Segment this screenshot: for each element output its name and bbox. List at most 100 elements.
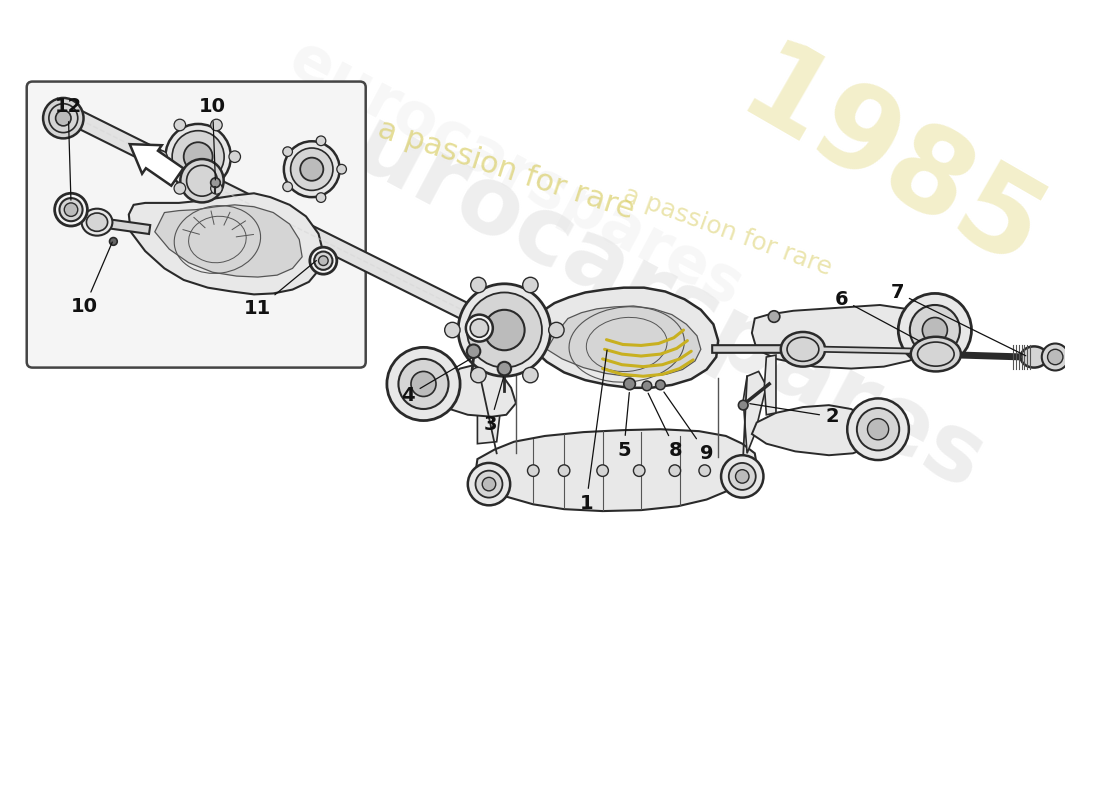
Circle shape (471, 367, 486, 382)
Circle shape (857, 408, 899, 450)
Circle shape (211, 182, 222, 194)
Ellipse shape (81, 209, 112, 236)
Text: 2: 2 (750, 404, 838, 426)
Ellipse shape (43, 98, 84, 138)
Polygon shape (752, 405, 877, 455)
Circle shape (642, 381, 651, 390)
Ellipse shape (56, 110, 72, 126)
Ellipse shape (315, 251, 332, 270)
Text: a passion for rare: a passion for rare (374, 114, 638, 225)
Ellipse shape (466, 293, 542, 367)
Circle shape (698, 465, 711, 477)
Polygon shape (155, 205, 302, 277)
Text: 1: 1 (580, 350, 607, 513)
Ellipse shape (184, 142, 212, 171)
Circle shape (337, 164, 346, 174)
Circle shape (411, 371, 436, 397)
Circle shape (283, 182, 293, 191)
Circle shape (738, 400, 748, 410)
Circle shape (522, 278, 538, 293)
Polygon shape (744, 371, 767, 454)
Circle shape (444, 322, 460, 338)
Text: eurocarspares: eurocarspares (279, 29, 754, 319)
Circle shape (482, 478, 496, 491)
Circle shape (174, 182, 186, 194)
Polygon shape (534, 288, 718, 388)
Circle shape (1047, 350, 1063, 365)
Ellipse shape (781, 332, 825, 366)
Polygon shape (764, 355, 776, 414)
Circle shape (868, 418, 889, 440)
Circle shape (283, 147, 293, 157)
Circle shape (316, 136, 326, 146)
Text: eurocarspares: eurocarspares (283, 70, 1000, 510)
Polygon shape (475, 430, 757, 511)
Ellipse shape (319, 256, 328, 266)
Circle shape (847, 398, 909, 460)
Circle shape (669, 465, 681, 477)
Circle shape (656, 380, 666, 390)
Circle shape (768, 310, 780, 322)
Circle shape (910, 305, 960, 355)
Polygon shape (752, 305, 939, 369)
Circle shape (559, 465, 570, 477)
Circle shape (110, 238, 118, 246)
Circle shape (522, 367, 538, 382)
Circle shape (549, 322, 564, 338)
Polygon shape (129, 194, 323, 294)
Text: 7: 7 (891, 283, 1026, 356)
Circle shape (468, 463, 510, 506)
Text: 4: 4 (402, 358, 471, 405)
Circle shape (624, 378, 636, 390)
Circle shape (899, 294, 971, 366)
Circle shape (211, 178, 220, 187)
Circle shape (475, 470, 503, 498)
Polygon shape (477, 362, 505, 444)
Circle shape (634, 465, 645, 477)
Ellipse shape (911, 337, 961, 371)
FancyArrow shape (130, 144, 184, 186)
Circle shape (229, 151, 241, 162)
Circle shape (316, 193, 326, 202)
Circle shape (1042, 343, 1069, 370)
Ellipse shape (172, 130, 224, 182)
Circle shape (387, 347, 460, 421)
FancyBboxPatch shape (26, 82, 365, 367)
Circle shape (528, 465, 539, 477)
Circle shape (497, 362, 512, 375)
Text: 9: 9 (664, 392, 714, 463)
Text: 8: 8 (648, 394, 683, 460)
Text: 10: 10 (72, 242, 112, 317)
Ellipse shape (165, 124, 231, 190)
Text: 5: 5 (617, 393, 630, 460)
Circle shape (211, 119, 222, 130)
Circle shape (923, 318, 947, 342)
Circle shape (729, 463, 756, 490)
Text: 11: 11 (244, 261, 317, 318)
Ellipse shape (290, 148, 333, 190)
Circle shape (466, 345, 481, 358)
Polygon shape (547, 306, 701, 376)
Text: a passion for rare: a passion for rare (620, 183, 835, 281)
Polygon shape (50, 99, 483, 326)
Ellipse shape (87, 213, 108, 231)
Ellipse shape (1021, 346, 1047, 367)
Circle shape (736, 470, 749, 483)
Circle shape (722, 455, 763, 498)
Ellipse shape (180, 159, 223, 202)
Circle shape (174, 119, 186, 130)
Ellipse shape (55, 194, 87, 226)
Ellipse shape (466, 314, 493, 342)
Circle shape (156, 151, 167, 162)
Circle shape (471, 278, 486, 293)
Polygon shape (427, 365, 516, 417)
Circle shape (398, 359, 449, 409)
Circle shape (597, 465, 608, 477)
Ellipse shape (300, 158, 323, 181)
Text: 6: 6 (835, 290, 920, 342)
Text: 3: 3 (483, 377, 504, 434)
Ellipse shape (284, 142, 340, 197)
Text: 12: 12 (55, 97, 81, 200)
Ellipse shape (484, 310, 525, 350)
Ellipse shape (59, 198, 82, 222)
